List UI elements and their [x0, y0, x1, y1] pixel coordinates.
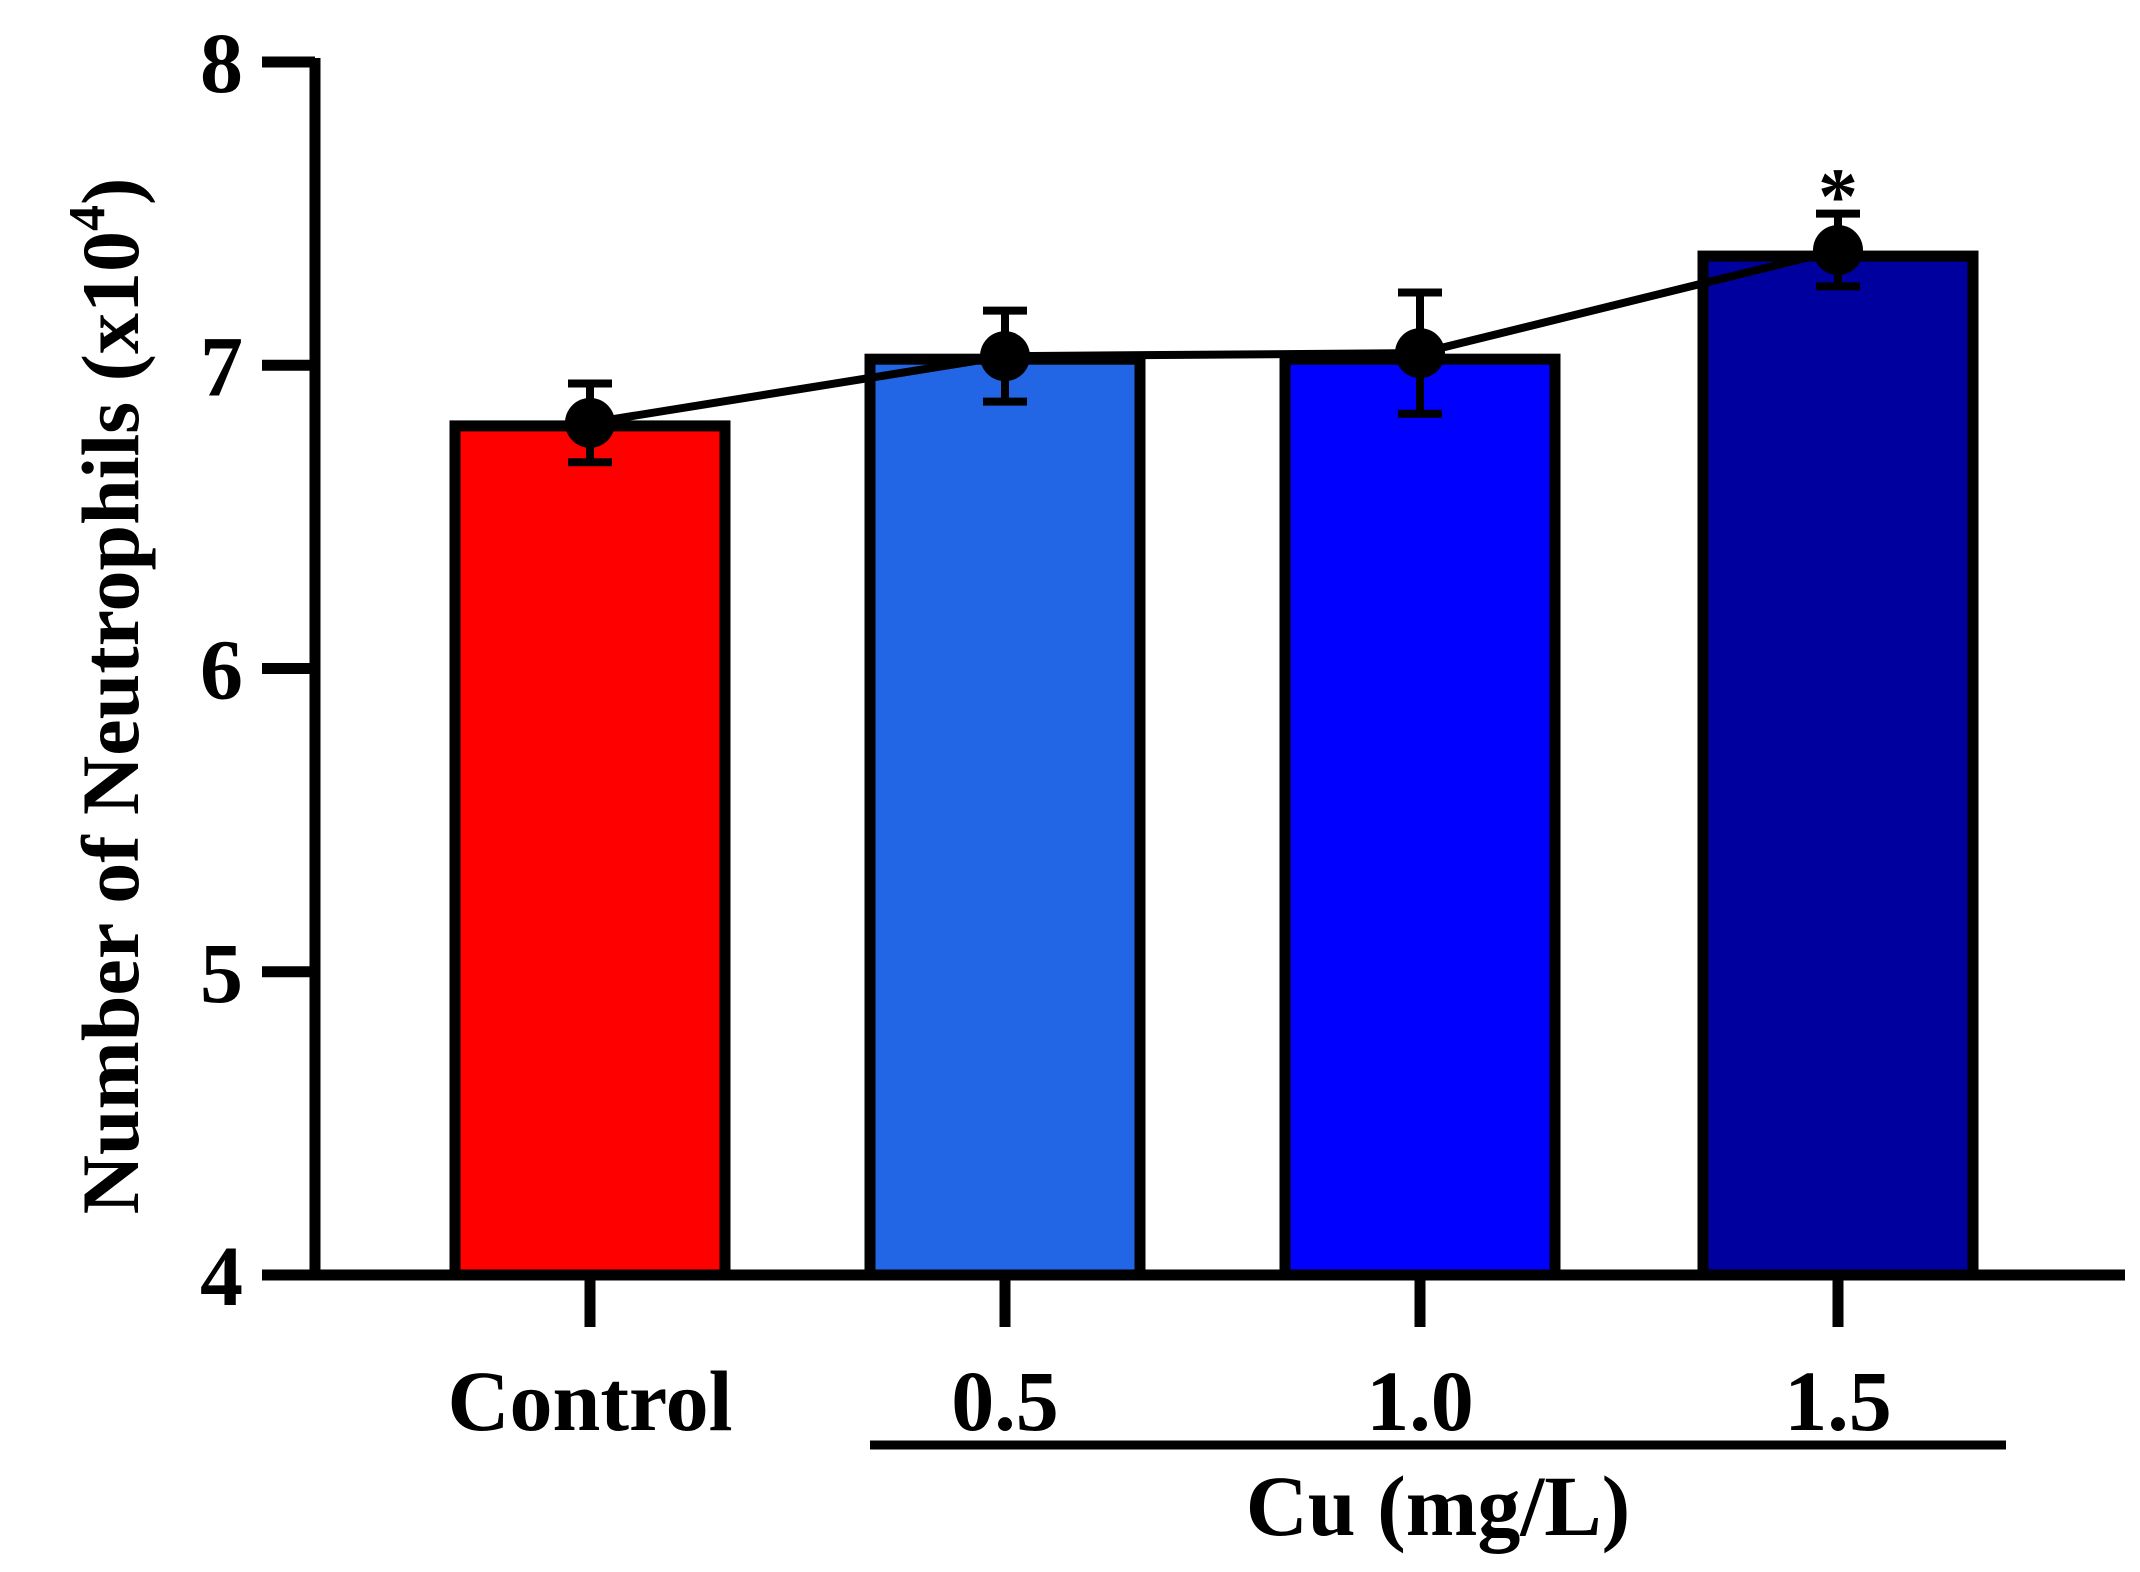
significance-marker-1.5: *	[1818, 154, 1858, 242]
y-tick-label-5: 5	[200, 925, 243, 1021]
point-Control	[565, 397, 615, 448]
trend-line-layer: *	[565, 154, 1863, 467]
y-axis-title-close: )	[65, 178, 156, 205]
x-tick-label-0.5: 0.5	[951, 1353, 1059, 1449]
x-tick-label-1.5: 1.5	[1784, 1353, 1892, 1449]
bar-1.5	[1697, 250, 1979, 1281]
y-tick-label-7: 7	[200, 318, 243, 414]
bar-0.5	[864, 353, 1146, 1281]
point-0.5	[980, 331, 1030, 382]
bar-Control	[449, 420, 731, 1281]
point-1.0	[1395, 328, 1445, 379]
axes-layer: 4 5 6 7 8 Control 0.5 1.0 1.5 Cu (mg/L)	[200, 15, 2125, 1554]
y-axis-title-superscript: 4	[59, 205, 116, 231]
y-tick-label-8: 8	[200, 15, 243, 111]
bar-1.0	[1279, 353, 1561, 1281]
group-label: Cu (mg/L)	[1246, 1458, 1631, 1554]
y-tick-label-4: 4	[200, 1228, 243, 1324]
x-tick-label-Control: Control	[447, 1353, 732, 1449]
x-tick-label-1.0: 1.0	[1366, 1353, 1474, 1449]
trend-line	[589, 246, 1839, 427]
y-axis-title: Number of Neutrophils (x104)	[59, 178, 156, 1215]
point-1.5	[1813, 225, 1863, 276]
y-tick-label-6: 6	[200, 622, 243, 718]
y-axis-title-main: Number of Neutrophils (x10	[65, 231, 156, 1214]
